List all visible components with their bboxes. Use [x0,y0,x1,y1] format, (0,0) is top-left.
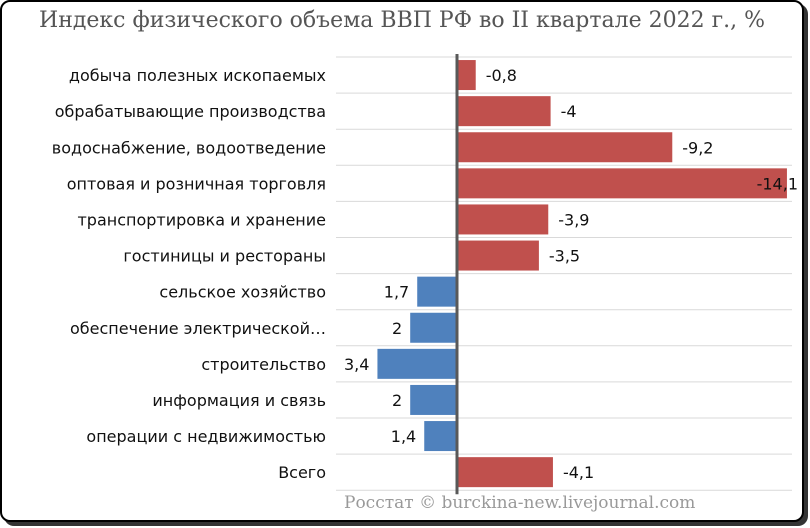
category-label: обеспечение электрической… [70,319,326,338]
source-footer: Росстат © burckina-new.livejournal.com [344,493,696,513]
bar [457,204,549,235]
value-label: 2 [392,319,402,338]
category-label: сельское хозяйство [159,283,326,302]
category-label: оптовая и розничная торговля [67,174,326,193]
bar [410,384,457,415]
value-label: -0,8 [486,66,517,85]
category-label: транспортировка и хранение [77,210,326,229]
value-label: -3,5 [549,247,580,266]
value-label: 1,4 [391,427,416,446]
bar [457,240,539,271]
category-label: информация и связь [152,391,326,410]
category-label: гостиницы и рестораны [123,247,326,266]
bar [457,168,787,199]
value-label: -4,1 [563,463,594,482]
bar [417,276,457,307]
category-label: Всего [278,463,326,482]
bar [377,348,457,379]
value-label: -3,9 [558,210,589,229]
bar [457,132,673,163]
category-label: строительство [201,355,326,374]
value-label: -4 [561,102,577,121]
bar [457,457,553,488]
category-label: обрабатывающие производства [55,102,326,121]
chart-title: Индекс физического объема ВВП РФ во II к… [39,8,765,33]
value-label: 2 [392,391,402,410]
category-label: водоснабжение, водоотведение [52,138,326,157]
value-label: 3,4 [344,355,369,374]
bar [457,60,476,91]
value-label: -14,1 [757,174,798,193]
value-label: -9,2 [682,138,713,157]
bar [457,96,551,127]
bar [410,312,457,343]
value-label: 1,7 [384,283,409,302]
category-label: операции с недвижимостью [86,427,326,446]
category-label: добыча полезных ископаемых [69,66,326,85]
bar [424,421,457,452]
